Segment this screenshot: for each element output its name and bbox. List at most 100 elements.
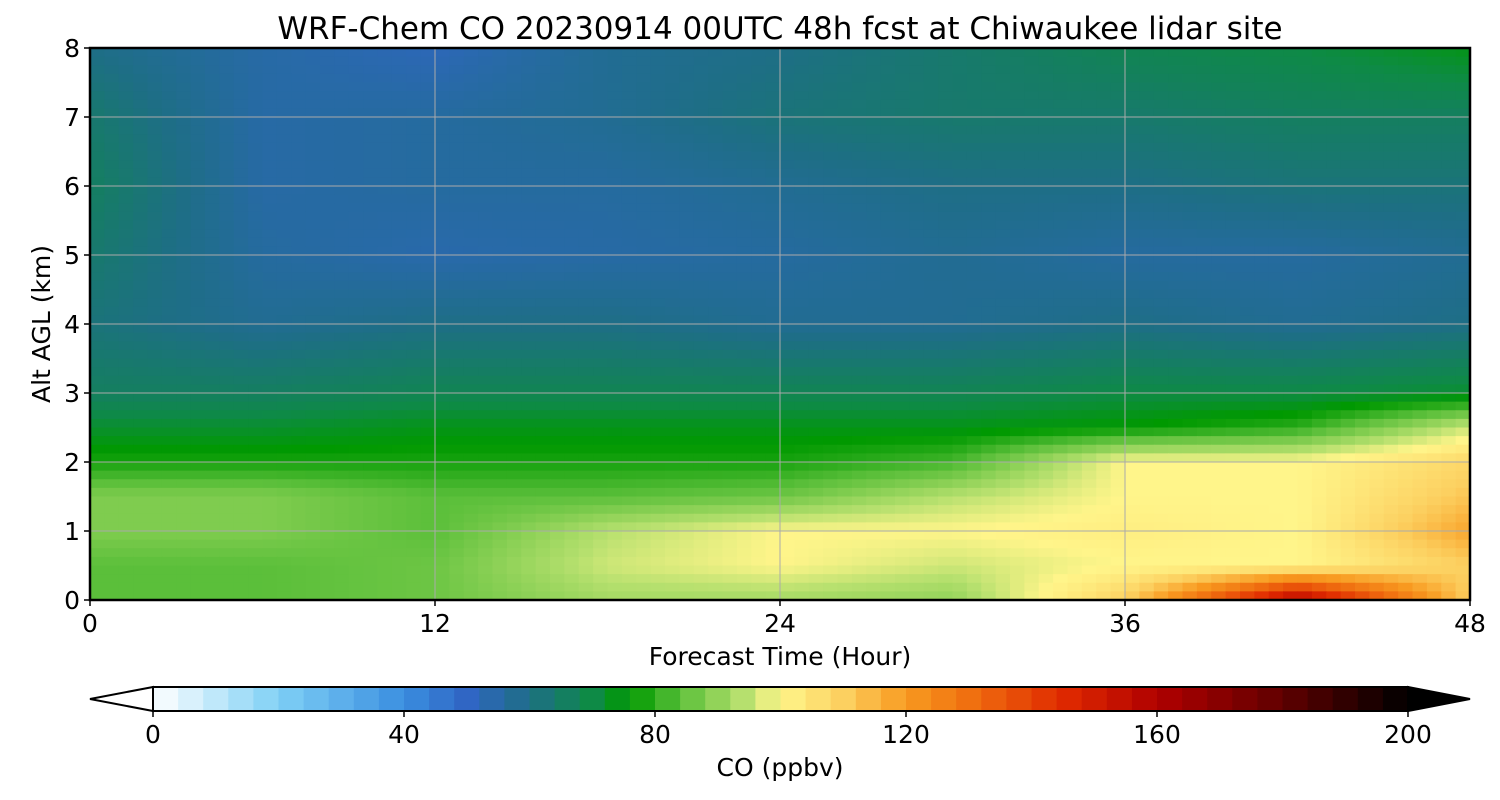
heatmap-cell [291, 177, 307, 187]
heatmap-cell [1182, 186, 1198, 196]
heatmap-cell [593, 358, 609, 368]
heatmap-cell [1225, 410, 1241, 420]
heatmap-cell [1139, 168, 1155, 178]
heatmap-cell [593, 142, 609, 153]
heatmap-cell [607, 436, 623, 446]
heatmap-cell [981, 186, 997, 196]
heatmap-cell [1369, 168, 1385, 178]
heatmap-cell [305, 280, 321, 291]
heatmap-cell [1369, 65, 1385, 75]
heatmap-cell [665, 436, 680, 446]
heatmap-cell [391, 289, 407, 299]
heatmap-cell [276, 255, 292, 265]
heatmap-cell [1024, 410, 1040, 420]
heatmap-cell [693, 462, 709, 472]
heatmap-cell [1024, 65, 1040, 75]
heatmap-cell [722, 384, 738, 394]
heatmap-cell [348, 229, 364, 239]
heatmap-cell [262, 142, 278, 153]
heatmap-cell [320, 211, 335, 222]
heatmap-cell [837, 332, 853, 342]
heatmap-cell [621, 332, 637, 342]
heatmap-cell [1053, 255, 1069, 265]
heatmap-cell [823, 65, 839, 75]
heatmap-cell [1355, 186, 1370, 196]
heatmap-cell [1211, 427, 1227, 437]
heatmap-cell [966, 99, 982, 109]
heatmap-cell [1110, 418, 1126, 429]
heatmap-cell [291, 427, 307, 437]
heatmap-cell [262, 168, 278, 178]
heatmap-cell [794, 384, 810, 394]
heatmap-cell [880, 487, 896, 498]
heatmap-cell [176, 375, 192, 385]
heatmap-cell [1110, 444, 1126, 454]
heatmap-cell [564, 134, 580, 144]
heatmap-cell [794, 470, 810, 480]
heatmap-cell [1369, 229, 1385, 239]
heatmap-cell [866, 349, 882, 360]
heatmap-cell [564, 73, 580, 84]
heatmap-cell [679, 220, 695, 230]
heatmap-cell [1398, 444, 1414, 454]
heatmap-cell [966, 479, 982, 489]
heatmap-cell [736, 462, 752, 472]
heatmap-cell [190, 73, 206, 84]
heatmap-cell [1067, 272, 1083, 282]
heatmap-cell [506, 479, 522, 489]
heatmap-cell [693, 341, 709, 351]
heatmap-cell [478, 142, 494, 153]
heatmap-cell [765, 48, 781, 58]
heatmap-cell [966, 203, 982, 213]
heatmap-cell [1125, 289, 1140, 299]
heatmap-cell [621, 134, 637, 144]
heatmap-cell [463, 324, 479, 334]
heatmap-cell [578, 194, 594, 204]
heatmap-cell [866, 410, 882, 420]
heatmap-cell [305, 470, 321, 480]
heatmap-cell [449, 134, 465, 144]
heatmap-cell [391, 82, 407, 92]
heatmap-cell [923, 393, 939, 403]
heatmap-cell [1110, 332, 1126, 342]
heatmap-cell [420, 272, 436, 282]
heatmap-cell [708, 168, 724, 178]
heatmap-cell [593, 280, 609, 291]
heatmap-cell [966, 272, 982, 282]
heatmap-cell [363, 151, 379, 161]
heatmap-cell [233, 470, 249, 480]
heatmap-cell [808, 358, 824, 368]
heatmap-cell [966, 280, 982, 291]
heatmap-cell [650, 367, 666, 377]
heatmap-cell [190, 186, 206, 196]
heatmap-cell [1038, 117, 1054, 127]
heatmap-cell [607, 324, 623, 334]
heatmap-cell [1168, 436, 1184, 446]
heatmap-cell [205, 375, 220, 385]
heatmap-cell [406, 427, 422, 437]
heatmap-cell [1412, 237, 1428, 247]
heatmap-cell [966, 168, 982, 178]
heatmap-cell [1311, 298, 1327, 308]
heatmap-cell [305, 237, 321, 247]
heatmap-cell [650, 298, 666, 308]
heatmap-cell [1211, 73, 1227, 84]
heatmap-cell [1369, 375, 1385, 385]
heatmap-cell [1010, 324, 1025, 334]
heatmap-cell [1081, 168, 1097, 178]
heatmap-cell [938, 134, 954, 144]
heatmap-cell [1383, 393, 1399, 403]
heatmap-cell [1024, 246, 1040, 256]
heatmap-cell [708, 99, 724, 109]
heatmap-cell [765, 203, 781, 213]
heatmap-cell [1125, 315, 1140, 325]
heatmap-cell [593, 177, 609, 187]
heatmap-cell [377, 151, 393, 161]
heatmap-cell [1024, 453, 1040, 463]
heatmap-cell [650, 289, 666, 299]
heatmap-cell [1038, 315, 1054, 325]
heatmap-cell [1196, 65, 1212, 75]
heatmap-cell [1211, 82, 1227, 92]
heatmap-cell [1297, 99, 1313, 109]
heatmap-cell [679, 151, 695, 161]
